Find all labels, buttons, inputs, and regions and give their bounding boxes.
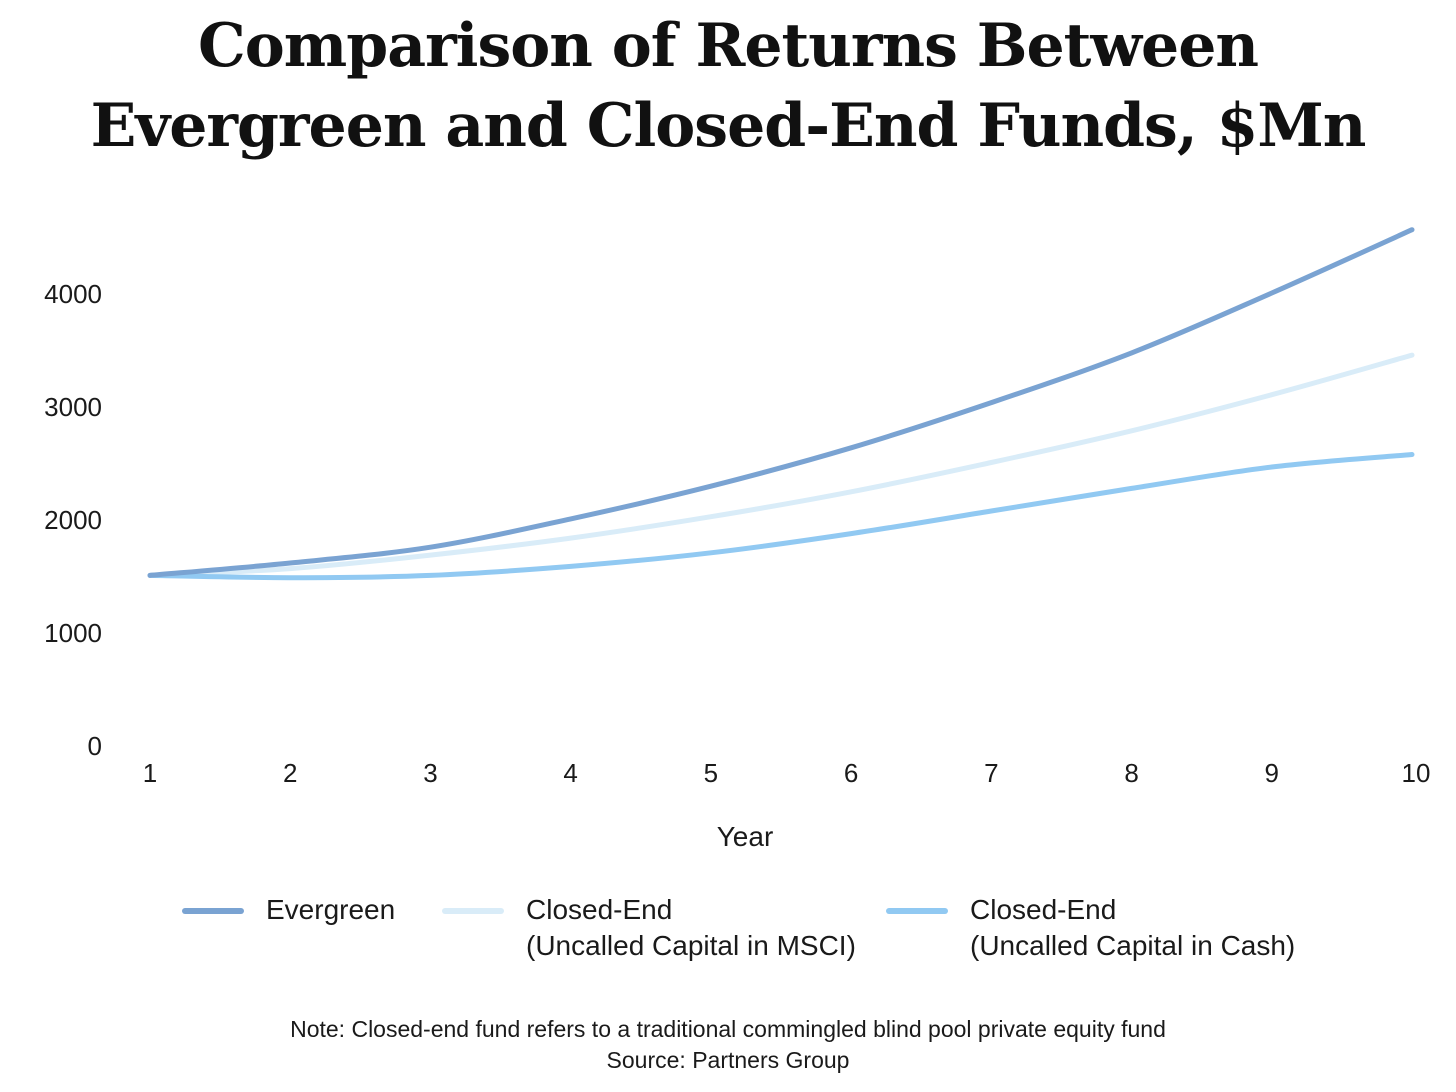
- legend-item-evergreen: Evergreen: [182, 892, 395, 928]
- y-tick-label: 1000: [44, 618, 102, 648]
- legend-label-evergreen-line-1: Evergreen: [266, 894, 396, 925]
- legend-label-closed-end-cash: Closed-End (Uncalled Capital in Cash): [970, 892, 1295, 964]
- legend-swatch-closed-end-msci: [442, 908, 504, 914]
- x-tick-label: 5: [704, 758, 718, 788]
- x-tick-label: 1: [143, 758, 157, 788]
- series-lines: [147, 227, 1415, 581]
- y-tick-label: 4000: [44, 279, 102, 309]
- x-tick-label: 6: [844, 758, 858, 788]
- series-line-closed-end-cash: [147, 452, 1415, 581]
- legend-label-closed-end-cash-line-1: Closed-End: [970, 894, 1117, 925]
- chart-title-line-1: Comparison of Returns Between: [197, 11, 1259, 81]
- legend-label-closed-end-msci: Closed-End (Uncalled Capital in MSCI): [526, 892, 856, 964]
- legend-swatch-closed-end-cash: [886, 908, 948, 914]
- x-tick-label: 3: [423, 758, 437, 788]
- x-tick-label: 9: [1265, 758, 1279, 788]
- x-tick-label: 10: [1402, 758, 1431, 788]
- y-tick-label: 2000: [44, 505, 102, 535]
- footer-source: Source: Partners Group: [606, 1047, 850, 1073]
- y-axis: 0 1000 2000 3000 4000: [44, 279, 102, 761]
- legend-item-closed-end-msci: Closed-End (Uncalled Capital in MSCI): [442, 892, 856, 964]
- series-line-closed-end-msci: [147, 352, 1415, 578]
- x-tick-label: 8: [1124, 758, 1138, 788]
- legend-label-evergreen: Evergreen: [266, 892, 395, 928]
- x-axis-label: Year: [717, 821, 774, 852]
- x-axis: 1 2 3 4 5 6 7 8 9 10: [143, 758, 1431, 788]
- legend-label-closed-end-cash-line-2: (Uncalled Capital in Cash): [970, 930, 1296, 961]
- chart-title-line-2: Evergreen and Closed-End Funds, $Mn: [90, 91, 1367, 161]
- chart-title: Comparison of Returns Between Evergreen …: [0, 6, 1456, 166]
- legend: Evergreen Closed-End (Uncalled Capital i…: [0, 892, 1456, 972]
- x-tick-label: 7: [984, 758, 998, 788]
- legend-label-closed-end-msci-line-1: Closed-End: [526, 894, 673, 925]
- legend-swatch-evergreen: [182, 908, 244, 914]
- line-chart: 0 1000 2000 3000 4000 1 2 3 4 5 6 7 8 9 10 Year: [44, 227, 1431, 852]
- x-tick-label: 4: [563, 758, 577, 788]
- legend-label-closed-end-msci-line-2: (Uncalled Capital in MSCI): [526, 930, 856, 961]
- legend-item-closed-end-cash: Closed-End (Uncalled Capital in Cash): [886, 892, 1295, 964]
- x-tick-label: 2: [283, 758, 297, 788]
- series-line-evergreen: [147, 227, 1415, 578]
- footer-note: Note: Closed-end fund refers to a tradit…: [290, 1016, 1166, 1042]
- chart-footer: Note: Closed-end fund refers to a tradit…: [0, 1014, 1456, 1076]
- y-tick-label: 0: [88, 731, 102, 761]
- y-tick-label: 3000: [44, 392, 102, 422]
